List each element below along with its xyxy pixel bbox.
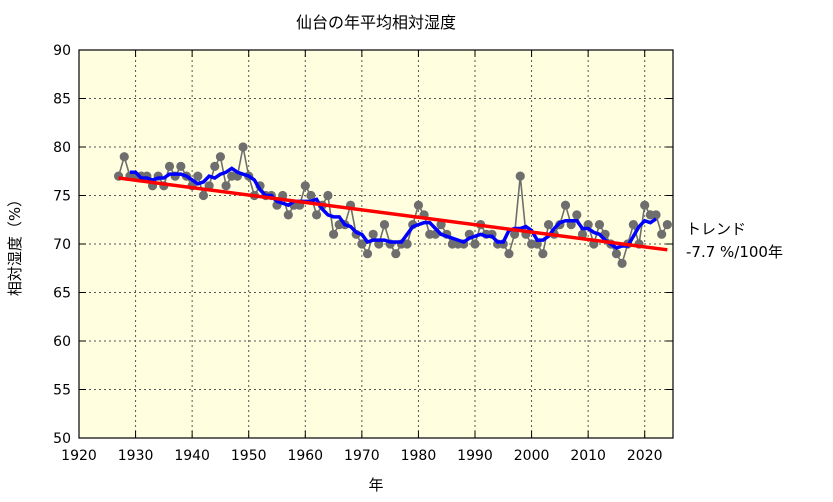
data-point (193, 171, 203, 181)
data-point (560, 200, 571, 210)
data-point (509, 229, 520, 239)
data-point (436, 220, 446, 230)
data-point (368, 229, 378, 239)
data-point (572, 210, 582, 220)
x-tick-label: 1940 (174, 448, 210, 464)
data-point (657, 229, 667, 239)
data-point (504, 249, 514, 259)
data-point (413, 200, 424, 210)
data-point (662, 220, 672, 230)
moving-average-line (129, 166, 658, 250)
data-point (515, 171, 525, 181)
y-tick-label: 65 (53, 286, 71, 302)
data-point (210, 161, 220, 171)
data-point (238, 142, 248, 152)
data-point (391, 249, 401, 259)
data-point (198, 190, 209, 201)
data-point (215, 152, 226, 162)
x-axis-label: 年 (368, 476, 383, 494)
data-point (470, 239, 480, 249)
data-point (538, 249, 548, 259)
data-point (164, 161, 175, 171)
data-point (312, 210, 322, 220)
y-tick-label: 90 (53, 43, 71, 59)
data-point (594, 220, 605, 230)
x-tick-label: 2010 (570, 448, 606, 464)
data-point (306, 190, 316, 201)
y-tick-label: 70 (53, 237, 71, 253)
x-tick-label: 2000 (514, 448, 550, 464)
x-tick-label: 2020 (627, 448, 663, 464)
data-point (119, 152, 129, 162)
trend-line (118, 176, 668, 252)
x-tick-label: 1920 (61, 448, 97, 464)
x-tick-label: 1970 (344, 448, 380, 464)
x-tick-label: 1930 (118, 448, 154, 464)
data-point (640, 200, 650, 210)
data-point (402, 239, 412, 249)
y-tick-label: 50 (53, 431, 71, 447)
data-point (611, 249, 622, 259)
data-point (379, 220, 390, 230)
trend-label: トレンド (686, 220, 746, 238)
data-point (651, 210, 661, 220)
y-tick-label: 80 (53, 140, 71, 156)
y-tick-label: 60 (53, 334, 71, 350)
y-axis-label: 相対湿度（%） (6, 192, 24, 296)
x-tick-label: 1990 (457, 448, 493, 464)
x-tick-label: 1960 (287, 448, 323, 464)
data-point (628, 220, 639, 230)
data-point (328, 229, 339, 239)
x-tick-label: 1980 (401, 448, 437, 464)
data-point (221, 181, 231, 191)
y-tick-label: 75 (53, 189, 71, 205)
data-point (323, 190, 333, 201)
data-point (176, 161, 186, 171)
data-point (283, 210, 293, 220)
data-point (617, 258, 627, 268)
y-tick-label: 55 (53, 383, 71, 399)
data-point (577, 229, 588, 239)
data-point (362, 249, 373, 259)
data-point (357, 239, 367, 249)
y-tick-label: 85 (53, 92, 71, 108)
x-tick-label: 1950 (231, 448, 267, 464)
data-point (300, 181, 310, 191)
chart-title: 仙台の年平均相対湿度 (296, 13, 456, 32)
trend-value-label: -7.7 %/100年 (686, 243, 783, 261)
data-point (543, 220, 554, 230)
